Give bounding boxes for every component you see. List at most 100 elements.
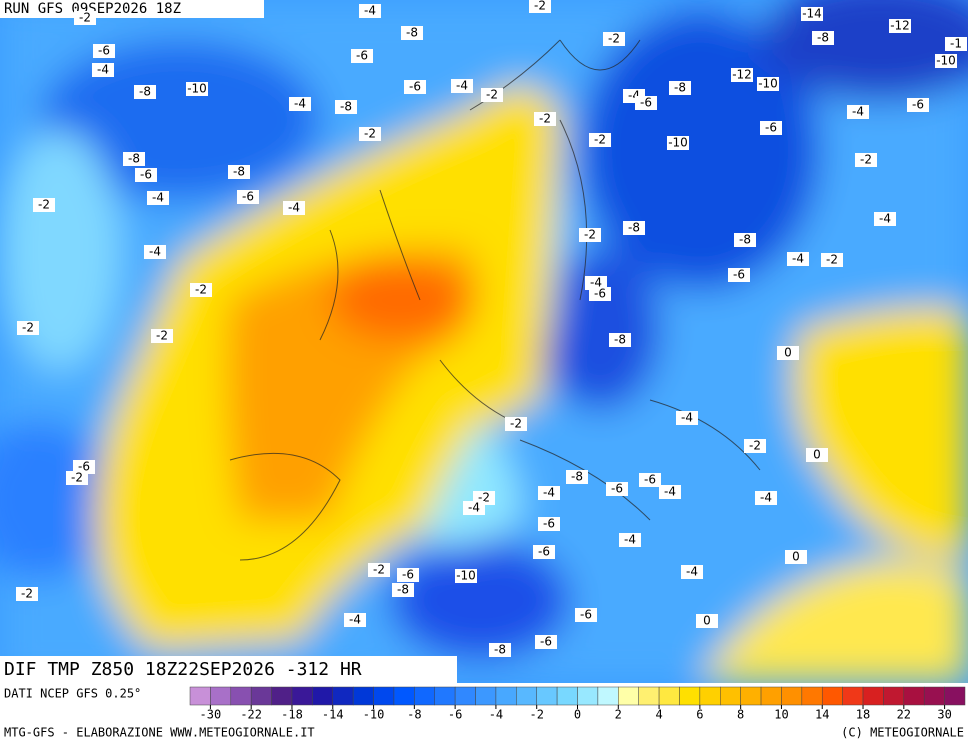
contour-label: -6: [606, 482, 628, 496]
contour-label-text: -8: [406, 26, 418, 40]
contour-label-bg: [73, 460, 95, 474]
colorbar-swatch: [536, 686, 558, 706]
contour-label-bg: [186, 82, 208, 96]
contour-label: -6: [760, 121, 782, 135]
contour-label-bg: [639, 473, 661, 487]
contour-label-text: -2: [749, 439, 761, 453]
contour-label-text: -10: [758, 77, 778, 91]
contour-label-text: -4: [152, 191, 164, 205]
contour-label-bg: [529, 0, 551, 13]
contour-label-text: -2: [486, 88, 498, 102]
contour-label-bg: [566, 470, 588, 484]
contour-label-text: -1: [950, 37, 962, 51]
contour-label-bg: [589, 287, 611, 301]
contour-label: -6: [635, 96, 657, 110]
contour-label-text: -8: [233, 165, 245, 179]
contour-label-bg: [821, 253, 843, 267]
contour-label: -8: [134, 85, 156, 99]
colorbar-tick-label: -18: [281, 708, 303, 722]
contour-label-bg: [344, 613, 366, 627]
contour-label-bg: [874, 212, 896, 226]
contour-label-bg: [728, 268, 750, 282]
contour-label-text: -4: [349, 613, 361, 627]
contour-label-text: -2: [22, 321, 34, 335]
contour-label-text: -2: [38, 198, 50, 212]
map-title-box: [0, 656, 457, 683]
colorbar-swatch: [454, 686, 476, 706]
contour-label: -10: [667, 136, 689, 150]
contour-label-text: -4: [624, 533, 636, 547]
contour-label: -6: [538, 517, 560, 531]
colorbar-tick-label: 18: [856, 708, 870, 722]
contour-label: -6: [575, 608, 597, 622]
colorbar-swatch: [821, 686, 843, 706]
colorbar-swatch: [923, 686, 945, 706]
contour-label: 0: [696, 614, 718, 628]
contour-label: -2: [579, 228, 601, 242]
contour-label-bg: [589, 133, 611, 147]
contour-label-bg: [785, 550, 807, 564]
contour-label-text: -2: [373, 563, 385, 577]
contour-label: -4: [451, 79, 473, 93]
contour-label-text: -8: [128, 152, 140, 166]
colorbar-swatch: [597, 686, 619, 706]
colorbar-swatch: [414, 686, 435, 706]
contour-label-bg: [123, 152, 145, 166]
contour-label-bg: [33, 198, 55, 212]
colorbar-swatch: [230, 686, 252, 706]
contour-label-text: -14: [802, 7, 822, 21]
contour-label-text: -8: [494, 643, 506, 657]
colorbar-tick-label: -6: [448, 708, 462, 722]
contour-label-text: -6: [356, 49, 368, 63]
contour-label: -14: [801, 7, 823, 21]
contour-label-bg: [667, 136, 689, 150]
contour-label-bg: [609, 333, 631, 347]
colorbar-tick-label: 6: [696, 708, 703, 722]
contour-label: 0: [785, 550, 807, 564]
contour-label-text: -6: [98, 44, 110, 58]
contour-label-bg: [603, 32, 625, 46]
contour-label: -4: [283, 201, 305, 215]
colorbar-swatch: [516, 686, 537, 706]
contour-label-text: -4: [97, 63, 109, 77]
contour-label-text: -10: [456, 569, 476, 583]
contour-label-text: -2: [584, 228, 596, 242]
contour-label-text: -8: [817, 31, 829, 45]
contour-label-bg: [237, 190, 259, 204]
colorbar-swatch: [903, 686, 925, 706]
contour-label: -8: [812, 31, 834, 45]
contour-label-bg: [335, 100, 357, 114]
colorbar-swatch: [352, 686, 374, 706]
contour-label: -2: [33, 198, 55, 212]
contour-label: -8: [123, 152, 145, 166]
colorbar-swatch: [577, 686, 599, 706]
contour-label-text: -8: [614, 333, 626, 347]
contour-label-bg: [935, 54, 957, 68]
contour-label-bg: [575, 608, 597, 622]
contour-label-text: -2: [21, 587, 33, 601]
contour-label-text: -6: [242, 190, 254, 204]
colorbar-tick-label: 22: [897, 708, 911, 722]
contour-label-bg: [623, 221, 645, 235]
colorbar-tick-label: -4: [489, 708, 503, 722]
contour-label-text: -4: [664, 485, 676, 499]
contour-label-text: -4: [456, 79, 468, 93]
contour-label-bg: [190, 283, 212, 297]
contour-label-bg: [907, 98, 929, 112]
contour-label-bg: [489, 643, 511, 657]
contour-label-text: -2: [71, 471, 83, 485]
contour-label: -6: [93, 44, 115, 58]
contour-label-text: -8: [674, 81, 686, 95]
header-box: [0, 0, 264, 18]
contour-label: -10: [455, 569, 477, 583]
contour-label: -6: [907, 98, 929, 112]
contour-label-bg: [93, 44, 115, 58]
contour-label: -8: [489, 643, 511, 657]
colorbar-swatch: [312, 686, 334, 706]
contour-label-text: -2: [594, 133, 606, 147]
contour-label-bg: [669, 81, 691, 95]
contour-label-text: -4: [852, 105, 864, 119]
contour-label-text: 0: [813, 448, 821, 462]
